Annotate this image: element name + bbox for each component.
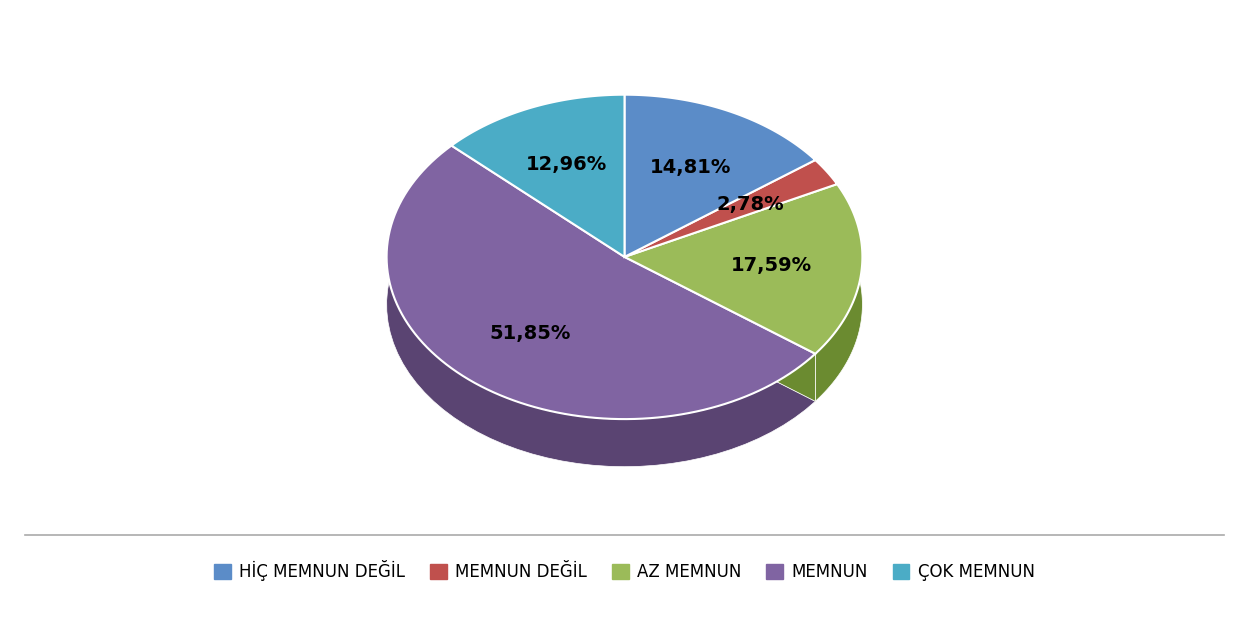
Polygon shape [451, 95, 624, 257]
Text: 51,85%: 51,85% [490, 325, 571, 344]
Polygon shape [451, 146, 624, 304]
Polygon shape [624, 184, 837, 304]
Polygon shape [624, 160, 816, 304]
Polygon shape [387, 146, 816, 467]
Legend: HİÇ MEMNUN DEĞİL, MEMNUN DEĞİL, AZ MEMNUN, MEMNUN, ÇOK MEMNUN: HİÇ MEMNUN DEĞİL, MEMNUN DEĞİL, AZ MEMNU… [209, 555, 1040, 586]
Polygon shape [624, 95, 816, 257]
Polygon shape [624, 257, 816, 401]
Polygon shape [624, 95, 816, 208]
Polygon shape [816, 160, 837, 232]
Polygon shape [624, 160, 816, 304]
Text: 2,78%: 2,78% [716, 194, 784, 213]
Polygon shape [816, 184, 862, 401]
Polygon shape [624, 160, 837, 257]
Polygon shape [387, 146, 816, 419]
Text: 17,59%: 17,59% [731, 256, 812, 275]
Polygon shape [624, 184, 862, 354]
Text: 14,81%: 14,81% [649, 158, 732, 177]
Polygon shape [451, 146, 624, 304]
Polygon shape [624, 257, 816, 401]
Polygon shape [451, 95, 624, 193]
Text: 12,96%: 12,96% [526, 155, 607, 174]
Polygon shape [624, 184, 837, 304]
